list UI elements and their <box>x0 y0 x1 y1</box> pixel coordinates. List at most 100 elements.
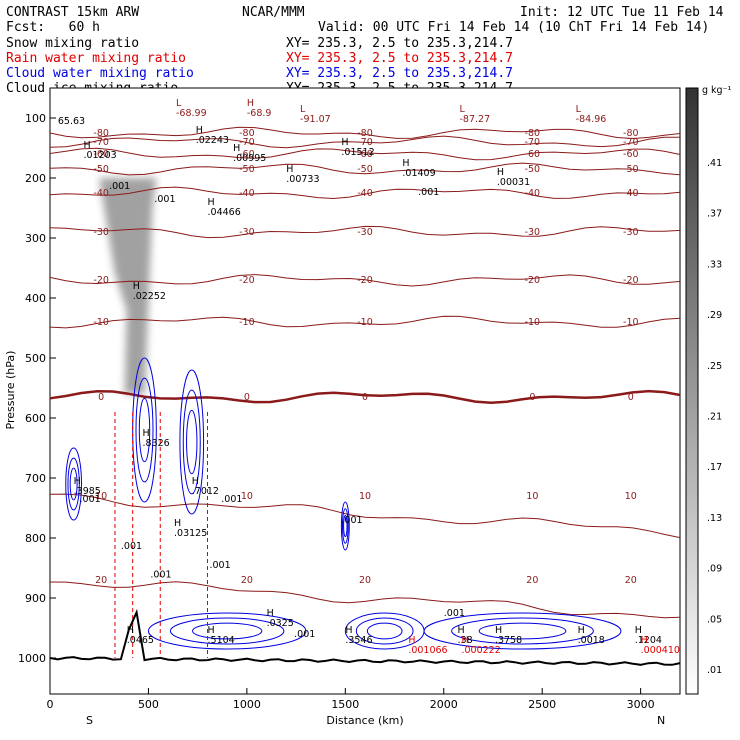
legend-entry-name: Rain water mixing ratio <box>6 51 186 66</box>
contour-label: 10 <box>625 491 637 502</box>
y-tick-label: 600 <box>25 412 46 425</box>
x-axis-north-label: N <box>657 714 665 727</box>
extremum-marker: H <box>208 197 215 208</box>
colorbar <box>685 87 699 695</box>
temperature-contour <box>49 162 681 176</box>
y-tick-label: 1000 <box>18 652 46 665</box>
contour-value-label: .001 <box>444 608 465 619</box>
colorbar-tick-label: .01 <box>707 665 722 676</box>
y-tick-label: 300 <box>25 232 46 245</box>
colorbar-tick-label: .37 <box>707 209 722 220</box>
extremum-value: -84.96 <box>576 114 607 125</box>
contour-label: 20 <box>241 575 253 586</box>
init-time: Init: 12 UTC Tue 11 Feb 14 <box>520 5 724 20</box>
temperature-contour <box>49 274 681 287</box>
extremum-marker: H <box>143 428 150 439</box>
contour-label: -20 <box>357 275 373 286</box>
temperature-contour <box>49 315 681 329</box>
legend-entry-name: Snow mixing ratio <box>6 36 139 51</box>
temperature-contour <box>49 135 681 149</box>
x-tick-label: 2000 <box>430 698 458 711</box>
temperature-contour <box>49 493 681 539</box>
extremum-marker: H <box>461 635 468 646</box>
org-label: NCAR/MMM <box>242 5 305 20</box>
x-axis-title: Distance (km) <box>326 714 403 727</box>
contour-label: -50 <box>357 164 373 175</box>
colorbar-ticks: .41 .37 .33 .29 .25 .21 .17 .13 .09 .05 .01 <box>707 158 722 676</box>
x-tick-label: 0 <box>47 698 54 711</box>
forecast-hour: Fcst: 60 h <box>6 20 100 35</box>
extremum-value: .000410 <box>641 645 680 656</box>
temperature-contour <box>49 581 681 619</box>
contour-label: -70 <box>525 137 541 148</box>
contour-label: -80 <box>357 128 373 139</box>
contour-label: -40 <box>239 188 255 199</box>
extremum-marker: H <box>497 167 504 178</box>
colorbar-tick-label: .25 <box>707 361 722 372</box>
cloud-water-contour <box>147 612 307 650</box>
y-tick-label: 900 <box>25 592 46 605</box>
extremum-marker: L <box>460 104 466 115</box>
contour-value-label: .001 <box>418 187 439 198</box>
contour-label: -30 <box>239 227 255 238</box>
colorbar-tick-label: .41 <box>707 158 722 169</box>
contour-label: -60 <box>525 149 541 160</box>
extremum-marker: H <box>267 608 274 619</box>
extremum-value: .3546 <box>345 635 372 646</box>
contour-value-label: .001 <box>341 515 362 526</box>
contour-label: -60 <box>623 149 639 160</box>
cloud-water-contour <box>478 622 567 640</box>
extremum-marker: L <box>176 98 182 109</box>
contour-label: -80 <box>239 128 255 139</box>
extremum-marker: H <box>192 476 199 487</box>
extremum-value: .001066 <box>408 645 447 656</box>
contour-label: 0 <box>529 392 535 403</box>
extremum-marker: H <box>641 635 648 646</box>
extremum-value: .3985 <box>74 486 101 497</box>
contour-label: 20 <box>625 575 637 586</box>
contour-value-label: 65.63 <box>58 116 85 127</box>
cloud-water-contour <box>340 501 350 551</box>
extremum-marker: H <box>408 635 415 646</box>
contour-label: -10 <box>239 317 255 328</box>
y-tick-label: 200 <box>25 172 46 185</box>
contour-label: -60 <box>239 149 255 160</box>
contour-label: -70 <box>357 137 373 148</box>
contour-label: -20 <box>93 275 109 286</box>
contour-label: -10 <box>525 317 541 328</box>
extremum-value: .01203 <box>83 150 116 161</box>
contour-label: -20 <box>239 275 255 286</box>
colorbar-tick-label: .09 <box>707 564 722 575</box>
contour-label: -20 <box>525 275 541 286</box>
contour-label: -20 <box>623 275 639 286</box>
chart-title: CONTRAST 15km ARW <box>6 5 139 20</box>
x-tick-label: 500 <box>138 698 159 711</box>
temperature-contour <box>49 126 681 140</box>
contour-label: 10 <box>95 491 107 502</box>
extremum-value: .3758 <box>495 635 522 646</box>
contour-label: -50 <box>239 164 255 175</box>
cloud-water-contour <box>423 612 622 650</box>
extremum-marker: H <box>458 625 465 636</box>
extremum-marker: H <box>341 137 348 148</box>
contour-label: 0 <box>244 392 250 403</box>
cloud-water-contour <box>135 377 154 483</box>
contour-value-label: .001 <box>109 181 130 192</box>
contour-label: -50 <box>525 164 541 175</box>
contour-label: -30 <box>357 227 373 238</box>
cloud-water-contour <box>138 397 151 463</box>
legend: Snow mixing ratio XY= 235.3, 2.5 to 235.3… <box>6 36 513 96</box>
extremum-value: -87.27 <box>460 114 491 125</box>
colorbar-tick-label: .33 <box>707 259 722 270</box>
extremum-value: .1204 <box>635 635 662 646</box>
contour-label: 0 <box>98 392 104 403</box>
cloud-water-contour <box>343 514 348 538</box>
contour-label: 10 <box>359 491 371 502</box>
axes: 0 500 1000 1500 2000 2500 30001002003004005006… <box>18 112 655 711</box>
contour-label: 20 <box>95 575 107 586</box>
contour-label: -40 <box>525 188 541 199</box>
x-tick-label: 2500 <box>528 698 556 711</box>
cloud-water-contour <box>186 409 198 475</box>
y-tick-label: 400 <box>25 292 46 305</box>
legend-entry-name: Cloud water mixing ratio <box>6 66 194 81</box>
